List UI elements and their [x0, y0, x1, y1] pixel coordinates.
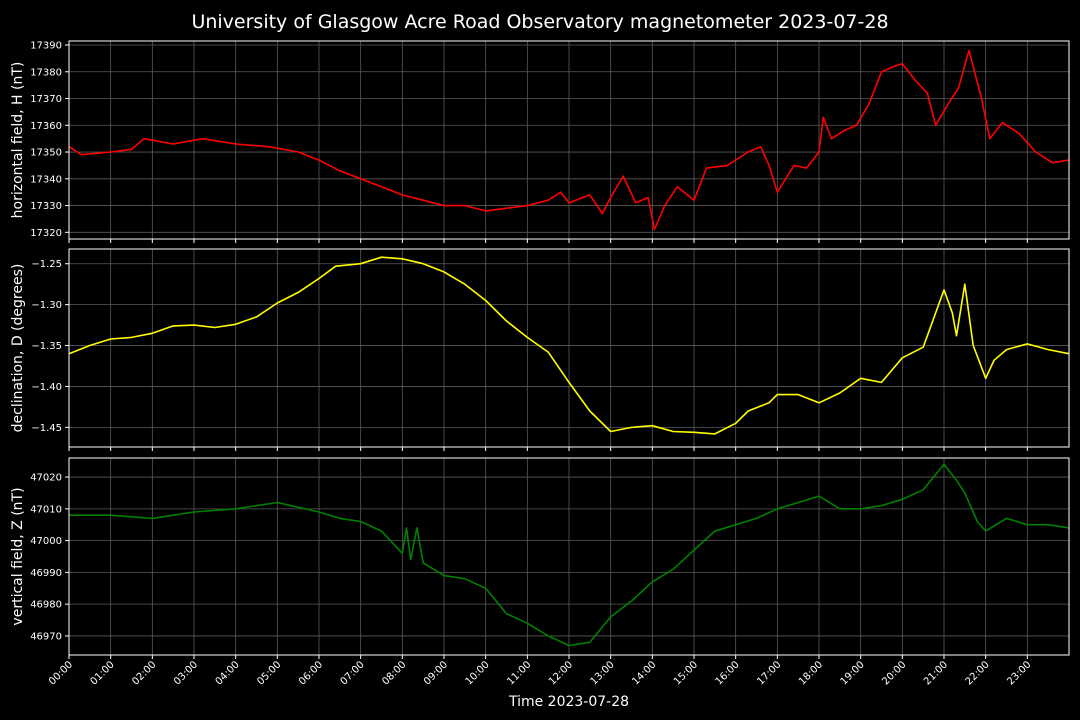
series-line-vertical — [69, 463, 1070, 647]
series-line-horizontal — [68, 49, 1070, 231]
x-tick-label: 23:00 — [1005, 659, 1033, 687]
y-axis-label: vertical field, Z (nT) — [10, 487, 26, 625]
y-tick-label: 47000 — [30, 536, 62, 547]
y-tick-label: 17370 — [30, 94, 62, 105]
panel-frame — [68, 248, 1070, 448]
y-tick-label: 47010 — [30, 504, 62, 515]
x-tick-label: 12:00 — [547, 659, 575, 687]
x-tick-label: 09:00 — [422, 659, 450, 687]
y-tick-label: 17330 — [30, 201, 62, 212]
y-tick-label: 46990 — [30, 568, 62, 579]
y-tick-label: −1.35 — [31, 341, 62, 352]
y-tick-label: 17380 — [30, 67, 62, 78]
x-tick-label: 19:00 — [839, 659, 867, 687]
series-line-declination — [68, 256, 1070, 435]
y-tick-label: 17350 — [30, 148, 62, 159]
panel-declination: −1.45 −1.40 −1.35 −1.30 −1.25 declination, D … — [10, 248, 1070, 451]
panel-frame — [68, 40, 1070, 240]
x-tick-label: 13:00 — [589, 659, 617, 687]
x-tick-label: 15:00 — [672, 659, 700, 687]
y-axis-label: declination, D (degrees) — [10, 264, 26, 433]
x-tick-label: 10:00 — [464, 659, 492, 687]
y-tick-label: 47020 — [30, 473, 62, 484]
x-tick-label: 02:00 — [130, 659, 158, 687]
y-tick-label: −1.25 — [31, 259, 62, 270]
y-tick-label: 17340 — [30, 174, 62, 185]
x-tick-label: 20:00 — [880, 659, 908, 687]
x-tick-label: 17:00 — [755, 659, 783, 687]
x-tick-label: 18:00 — [797, 659, 825, 687]
x-tick-label: 14:00 — [630, 659, 658, 687]
y-tick-label: −1.45 — [31, 423, 62, 434]
x-tick-label: 11:00 — [505, 659, 533, 687]
x-tick-label: 04:00 — [214, 659, 242, 687]
y-tick-label: −1.40 — [31, 382, 62, 393]
y-tick-label: 46980 — [30, 600, 62, 611]
panel-frame — [68, 457, 1070, 656]
x-tick-label: 06:00 — [297, 659, 325, 687]
x-tick-label: 03:00 — [172, 659, 200, 687]
x-tick-label: 01:00 — [89, 659, 117, 687]
y-tick-label: 46970 — [30, 631, 62, 642]
x-axis-label: Time 2023-07-28 — [508, 694, 629, 710]
x-tick-label: 21:00 — [922, 659, 950, 687]
x-tick-label: 05:00 — [255, 659, 283, 687]
y-tick-label: −1.30 — [31, 300, 62, 311]
panel-horizontal: 17320 17330 17340 17350 17360 17370 17380 17390… — [10, 40, 1070, 243]
y-tick-label: 17390 — [30, 41, 62, 52]
panel-vertical: 46970 46980 46990 47000 47010 47020 vertical f… — [10, 457, 1070, 659]
x-tick-label: 16:00 — [714, 659, 742, 687]
x-tick-label: 22:00 — [964, 659, 992, 687]
x-tick-label: 08:00 — [380, 659, 408, 687]
x-tick-label: 07:00 — [339, 659, 367, 687]
y-axis-label: horizontal field, H (nT) — [10, 62, 26, 219]
x-tick-label: 00:00 — [47, 659, 75, 687]
y-tick-label: 17320 — [30, 228, 62, 239]
y-tick-label: 17360 — [30, 121, 62, 132]
chart-title: University of Glasgow Acre Road Observat… — [191, 11, 888, 33]
